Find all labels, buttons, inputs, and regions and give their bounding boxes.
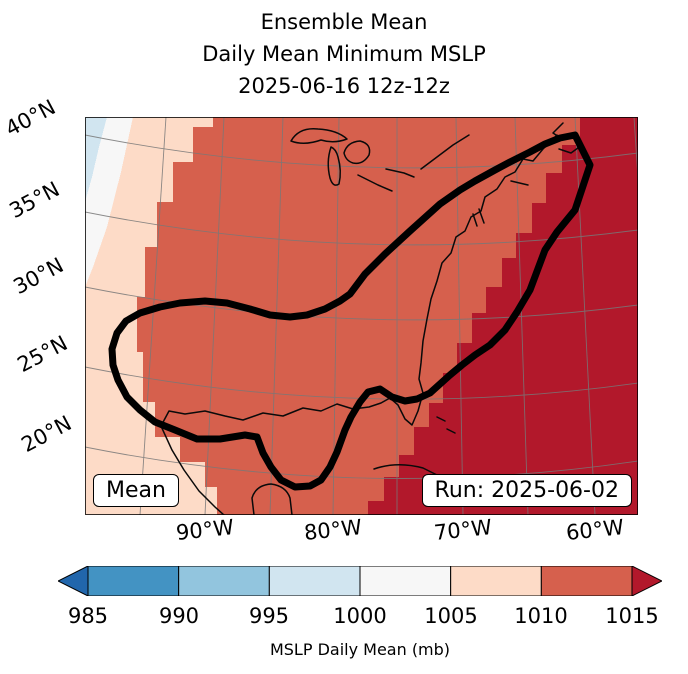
bahamas bbox=[436, 416, 456, 434]
colorbar-cell-1010-1015 bbox=[540, 565, 633, 597]
long-island bbox=[510, 180, 529, 186]
colorbar-tick-995: 995 bbox=[248, 604, 290, 628]
lon-tick-60w: 60°W bbox=[564, 515, 626, 545]
lake-michigan bbox=[327, 146, 342, 186]
mean-box: Mean bbox=[93, 474, 179, 507]
st-lawrence bbox=[420, 134, 470, 170]
parallel-line bbox=[85, 134, 638, 169]
meridian-line bbox=[514, 117, 529, 515]
graticule bbox=[85, 117, 638, 515]
lat-tick-35n: 35°N bbox=[5, 176, 64, 224]
colorbar-cell-995-1000 bbox=[268, 565, 361, 597]
chesapeake bbox=[472, 208, 485, 227]
colorbar-left-arrow bbox=[56, 565, 89, 597]
meridian-line bbox=[204, 117, 225, 515]
colorbar-cell-1005-1010 bbox=[450, 565, 542, 597]
title-line-3: 2025-06-16 12z-12z bbox=[238, 74, 450, 98]
lake-huron bbox=[343, 140, 371, 165]
lat-tick-20n: 20°N bbox=[17, 410, 76, 458]
lat-tick-25n: 25°N bbox=[13, 330, 72, 378]
run-box: Run: 2025-06-02 bbox=[421, 474, 632, 507]
meridian-line bbox=[455, 117, 464, 515]
meridian-line bbox=[332, 117, 340, 515]
lon-tick-70w: 70°W bbox=[432, 515, 494, 545]
colorbar-tick-1005: 1005 bbox=[424, 604, 478, 628]
colorbar-cell-990-995 bbox=[178, 565, 270, 597]
coastline-east-gulf bbox=[160, 134, 558, 515]
map-panel: Mean Run: 2025-06-02 bbox=[85, 117, 638, 515]
lake-ontario bbox=[385, 168, 415, 178]
lat-tick-30n: 30°N bbox=[9, 252, 68, 300]
yucatan bbox=[251, 483, 293, 515]
parallel-line bbox=[85, 286, 638, 321]
colorbar-right-arrow bbox=[631, 565, 664, 597]
lon-tick-80w: 80°W bbox=[302, 515, 364, 545]
field-1005-1010 bbox=[85, 117, 217, 515]
title-line-1: Ensemble Mean bbox=[260, 10, 428, 34]
field-995-1000 bbox=[85, 117, 107, 202]
colorbar bbox=[56, 565, 664, 597]
colorbar-tick-1000: 1000 bbox=[333, 604, 387, 628]
parallel-line bbox=[85, 211, 638, 246]
lon-tick-90w: 90°W bbox=[174, 515, 236, 545]
lake-superior bbox=[290, 128, 348, 144]
colorbar-tick-1010: 1010 bbox=[514, 604, 568, 628]
field-1000-1005 bbox=[85, 117, 133, 287]
parallel-line bbox=[85, 446, 638, 479]
colorbar-label: MSLP Daily Mean (mb) bbox=[269, 640, 451, 659]
map-border bbox=[85, 117, 638, 515]
colorbar-tick-1015: 1015 bbox=[605, 604, 659, 628]
meridian-line bbox=[139, 117, 167, 515]
colorbar-svg bbox=[56, 565, 664, 597]
map-svg bbox=[85, 117, 638, 515]
meridian-line bbox=[574, 117, 596, 515]
thick-contour bbox=[108, 131, 594, 491]
colorbar-cell-1000-1005 bbox=[359, 565, 452, 597]
lake-erie bbox=[357, 174, 393, 192]
cuba bbox=[373, 464, 459, 488]
colorbar-cell-985-990 bbox=[87, 565, 180, 597]
colorbar-tick-985: 985 bbox=[67, 604, 109, 628]
colorbar-tick-990: 990 bbox=[158, 604, 200, 628]
figure-title: Ensemble Mean Daily Mean Minimum MSLP 20… bbox=[0, 6, 688, 102]
title-line-2: Daily Mean Minimum MSLP bbox=[202, 42, 486, 66]
